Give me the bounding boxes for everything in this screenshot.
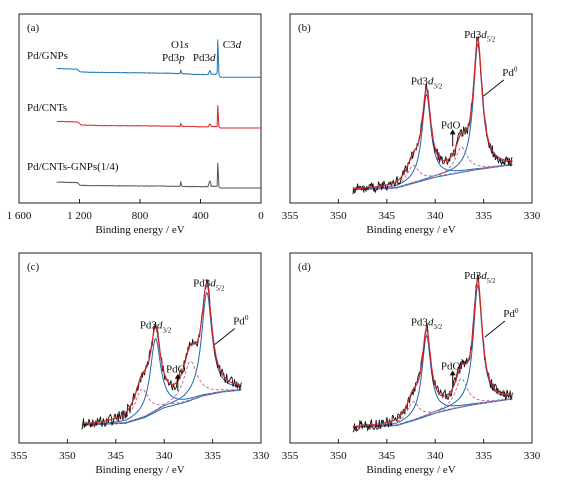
raw-data-line	[352, 273, 513, 433]
panel-d: 355 350 345 340 335 330 Binding energy / eV (d)…	[282, 252, 541, 476]
x-axis-label: Binding energy / eV	[95, 224, 184, 236]
panel-label: (d)	[298, 261, 311, 273]
x-tick-label: 350	[330, 450, 347, 462]
panel-label: (c)	[27, 261, 40, 273]
label-pd3d32: Pd3d3/2	[140, 320, 172, 335]
x-tick-label: 335	[475, 450, 492, 462]
survey-line-2	[56, 105, 261, 129]
arrow-pd0	[483, 79, 505, 97]
x-tick-label: 1 600	[7, 210, 32, 222]
x-tick-label: 340	[427, 450, 444, 462]
x-tick-label: 355	[282, 450, 299, 462]
x-tick-label: 330	[253, 450, 270, 462]
pd0-component-line	[352, 334, 513, 428]
x-tick-label: 345	[108, 450, 125, 462]
panel-label: (b)	[298, 22, 311, 34]
x-tick-label: 335	[475, 210, 492, 222]
x-tick-label: 800	[132, 210, 149, 222]
x-tick-label: 345	[379, 450, 396, 462]
x-tick-label: 345	[379, 210, 396, 222]
x-tick-label: 0	[258, 210, 264, 222]
x-axis-label: Binding energy / eV	[95, 464, 184, 476]
x-tick-label: 400	[192, 210, 209, 222]
arrowhead-pdo	[174, 373, 181, 379]
pdo-component-line	[352, 398, 513, 428]
pdo-component-line	[81, 360, 242, 426]
x-tick-label: 330	[524, 450, 541, 462]
panel-b: 355 350 345 340 335 330 Binding energy / eV (b)…	[282, 13, 541, 236]
pdo-component-line	[352, 164, 513, 191]
x-tick-label: 1 200	[67, 210, 92, 222]
series-label: Pd/GNPs	[27, 50, 68, 62]
panel-label: (a)	[27, 22, 40, 34]
label-pd3d52: Pd3d5/2	[193, 277, 225, 292]
label-pd3d52: Pd3d5/2	[464, 270, 496, 285]
pd0-component-line	[352, 284, 513, 428]
x-axis-label: Binding energy / eV	[366, 224, 455, 236]
survey-line-3	[56, 162, 261, 189]
envelope-fit-line	[352, 277, 513, 428]
label-pd0: Pd0	[233, 314, 249, 327]
label-pd3d32: Pd3d3/2	[411, 316, 443, 331]
x-tick-label: 340	[427, 210, 444, 222]
envelope-fit-line	[81, 281, 242, 425]
x-tick-label: 350	[59, 450, 76, 462]
panel-a: 1 600 1 200 800 400 0 Binding energy / eV (a) P…	[7, 13, 264, 236]
x-tick-label: 355	[282, 210, 299, 222]
arrow-pd0	[214, 328, 236, 345]
x-axis-label: Binding energy / eV	[366, 464, 455, 476]
background-line	[81, 389, 242, 426]
panel-c: 355 350 345 340 335 330 Binding energy / eV (c)…	[11, 252, 270, 476]
x-tick-label: 340	[156, 450, 173, 462]
label-pd3d52: Pd3d5/2	[464, 29, 496, 44]
pd0-component-line	[81, 337, 242, 426]
x-tick-label: 330	[524, 210, 541, 222]
raw-data-line	[352, 35, 513, 195]
arrowhead-pdo	[449, 370, 456, 376]
annotation-pd3d: Pd3d	[193, 52, 216, 64]
plot-frame	[289, 13, 533, 204]
label-pd0: Pd0	[502, 65, 518, 78]
series-label: Pd/CNTs	[27, 102, 67, 114]
label-pdo: PdO	[441, 119, 461, 131]
annotation-c3d: C3d	[223, 39, 242, 51]
pdo-component-line	[352, 146, 513, 191]
x-tick-label: 335	[204, 450, 221, 462]
label-pdo: PdO	[166, 364, 186, 376]
x-tick-label: 355	[11, 450, 28, 462]
arrow-pd0	[484, 320, 506, 338]
label-pd3d32: Pd3d3/2	[411, 75, 443, 90]
plot-frame	[18, 252, 262, 444]
label-pd0: Pd0	[503, 307, 519, 320]
plot-frame	[289, 252, 533, 444]
series-label: Pd/CNTs-GNPs(1/4)	[27, 161, 119, 173]
arrowhead-pdo	[449, 129, 456, 135]
envelope-fit-line	[352, 36, 513, 190]
survey-line-1	[56, 39, 261, 78]
label-pdo: PdO	[441, 360, 461, 372]
annotation-pd3p: Pd3p	[162, 52, 185, 64]
x-tick-label: 350	[330, 210, 347, 222]
annotation-o1s: O1s	[171, 39, 189, 51]
